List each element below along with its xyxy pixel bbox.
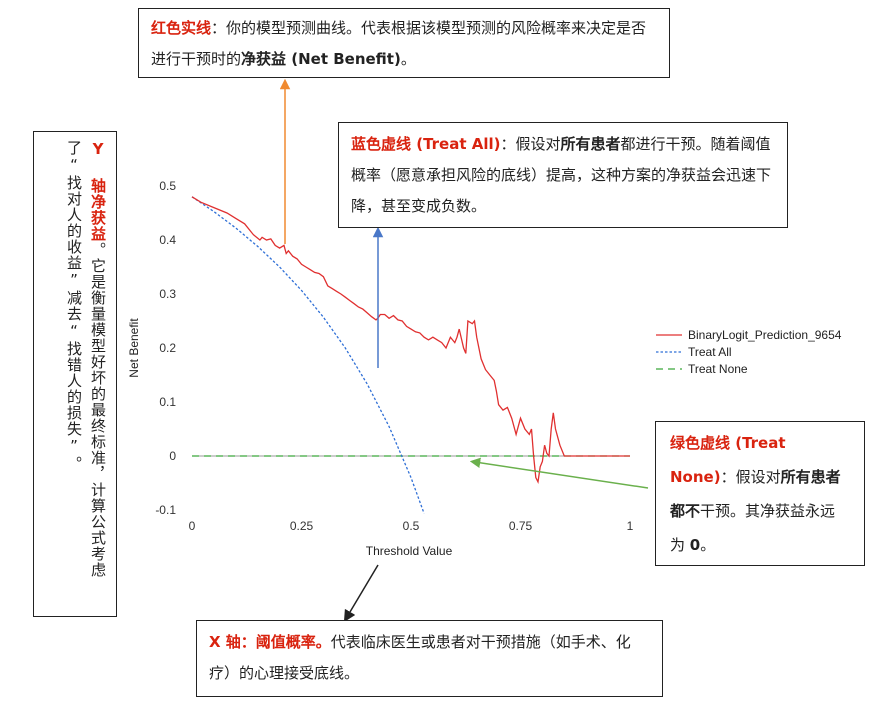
x-tick-label: 0: [189, 519, 196, 533]
x-axis-callout: X 轴：阈值概率。代表临床医生或患者对干预措施（如手术、化疗）的心理接受底线。: [196, 620, 663, 697]
y-tick-label: 0.2: [159, 341, 176, 355]
green-arrow: [469, 457, 649, 489]
x-tick-label: 1: [627, 519, 634, 533]
y-tick-label: -0.1: [155, 503, 176, 517]
y-callout-title: Y 轴净获益: [89, 140, 107, 242]
y-tick-label: 0.3: [159, 287, 176, 301]
x-tick-label: 0.25: [290, 519, 314, 533]
blue-callout-text2: 都进行干预。随着阈值概率（愿意承担风险的底线）提高，这种方案的净获益会迅速下降，…: [351, 135, 772, 215]
green-callout-text2: 干预。其净获益永远为: [670, 502, 836, 554]
y-tick-labels: -0.1 0 0.1 0.2 0.3 0.4 0.5: [155, 179, 176, 517]
red-callout-bold: 净获益 (Net Benefit): [241, 50, 401, 68]
green-callout-end: 。: [700, 536, 716, 554]
black-arrow: [343, 564, 379, 623]
red-callout-text: ：你的模型预测曲线。代表根据该模型预测的风险概率来决定是否进行干预时的: [151, 19, 647, 68]
legend-entry: Treat All: [688, 345, 732, 359]
blue-callout-bold: 所有患者: [560, 135, 621, 153]
legend: BinaryLogit_Prediction_9654 Treat All Trea…: [656, 328, 842, 376]
series-line-binarylogit-prediction-9654: [191, 196, 630, 485]
green-callout-text1: ：假设对: [720, 468, 781, 486]
series-line-treat-all: [191, 196, 425, 514]
y-tick-label: 0.5: [159, 179, 176, 193]
blue-callout-title: 蓝色虚线 (Treat All): [351, 135, 501, 153]
red-line-callout: 红色实线：你的模型预测曲线。代表根据该模型预测的风险概率来决定是否进行干预时的净…: [138, 8, 670, 78]
y-axis-title: Net Benefit: [127, 318, 141, 378]
x-tick-label: 0.5: [403, 519, 420, 533]
red-callout-end: 。: [400, 50, 416, 68]
x-tick-label: 0.75: [509, 519, 533, 533]
red-callout-title: 红色实线: [151, 19, 212, 37]
green-line-callout: 绿色虚线 (Treat None)：假设对所有患者都不干预。其净获益永远为 0。: [655, 421, 865, 566]
blue-line-callout: 蓝色虚线 (Treat All)：假设对所有患者都进行干预。随着阈值概率（愿意承…: [338, 122, 788, 228]
legend-entry: Treat None: [688, 362, 748, 376]
green-callout-title: 绿色虚线 (Treat None): [670, 434, 786, 486]
x-callout-title: X 轴：阈值概率。: [209, 633, 331, 651]
green-callout-bold1: 所有患者都不: [670, 468, 841, 520]
y-tick-label: 0: [169, 449, 176, 463]
y-tick-label: 0.1: [159, 395, 176, 409]
x-tick-labels: 0 0.25 0.5 0.75 1: [189, 519, 634, 533]
legend-entry: BinaryLogit_Prediction_9654: [688, 328, 842, 342]
y-axis-callout: Y 轴净获益。它是衡量模型好坏的最终标准，计算公式考虑了“找对人的收益”减去“找…: [33, 131, 117, 617]
x-axis-title: Threshold Value: [366, 544, 453, 558]
green-callout-bold2: 0: [689, 536, 701, 554]
blue-callout-text1: ：假设对: [500, 135, 561, 153]
x-callout-text: 代表临床医生或患者对干预措施（如手术、化疗）的心理接受底线。: [209, 633, 631, 682]
y-tick-label: 0.4: [159, 233, 176, 247]
series-lines: [191, 196, 630, 514]
y-callout-text: 。它是衡量模型好坏的最终标准，计算公式考虑了“找对人的收益”减去“找错人的损失”…: [65, 140, 107, 578]
